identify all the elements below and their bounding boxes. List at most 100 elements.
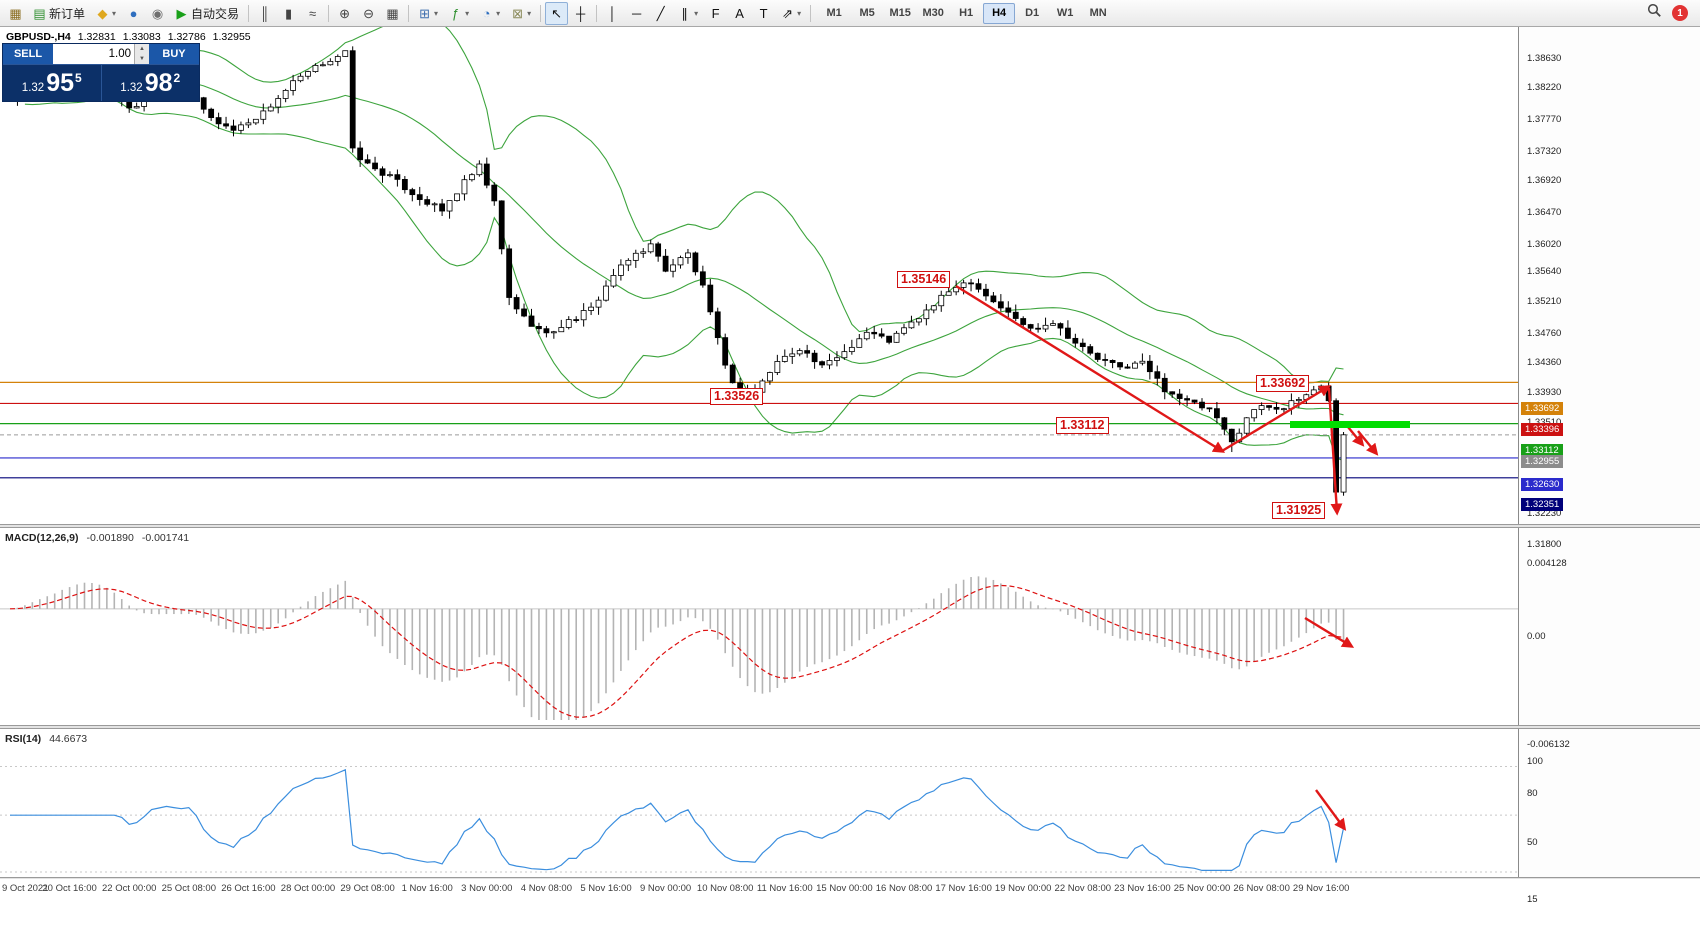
time-axis-label: 25 Oct 08:00	[161, 883, 216, 894]
volume-field[interactable]: 1.00 ▲ ▼	[53, 44, 149, 64]
rsi-axis-label: 100	[1527, 756, 1543, 767]
candle-body	[916, 318, 922, 323]
notification-badge[interactable]: 1	[1672, 5, 1688, 21]
candle-body	[692, 252, 699, 273]
time-axis-label: 22 Nov 08:00	[1054, 883, 1112, 894]
rsi-label: RSI(14) 44.6673	[5, 733, 87, 745]
candle-body	[476, 163, 483, 176]
vertical-line-button[interactable]: │	[601, 2, 624, 25]
timeframe-m15[interactable]: M15	[889, 7, 911, 19]
candle-body	[290, 80, 297, 91]
zoom-in-button[interactable]: ⊕	[333, 2, 356, 25]
rsi-panel[interactable]: RSI(14) 44.6673	[0, 729, 1518, 877]
time-axis[interactable]: 9 Oct 2021 20 Oct 16:00 22 Oct 00:00 25 Oct…	[0, 879, 1700, 945]
chart-profiles-button[interactable]: ◆ ▾	[91, 2, 121, 25]
new-chart-button[interactable]: ⊞ ▾	[413, 2, 443, 25]
new-order-button[interactable]: ▤ 新订单	[28, 2, 90, 25]
line-chart-button[interactable]: ≈	[301, 2, 324, 25]
candle-body	[506, 248, 513, 298]
timeframe-m1[interactable]: M1	[826, 7, 842, 19]
bollinger-upper-band	[24, 27, 1344, 384]
time-axis-label: 17 Nov 16:00	[935, 883, 992, 894]
zoom-out-button[interactable]: ⊖	[357, 2, 380, 25]
templates-button[interactable]: ⊠ ▾	[506, 2, 536, 25]
horizontal-line-button[interactable]: ─	[625, 2, 648, 25]
volume-value[interactable]: 1.00	[108, 48, 131, 60]
buy-price[interactable]: 1.32 98 2	[102, 65, 200, 101]
candle-body	[431, 203, 438, 206]
candle-body	[401, 178, 408, 191]
autotrading-button[interactable]: ▶ 自动交易	[170, 2, 244, 25]
timeframe-h4[interactable]: H4	[983, 2, 1016, 24]
candlestick-chart[interactable]	[0, 27, 1518, 524]
new-order-icon: ▤	[33, 5, 46, 21]
candle-body	[439, 203, 446, 212]
timeframe-h1[interactable]: H1	[959, 7, 974, 19]
candle-body	[841, 351, 848, 359]
fibonacci-button[interactable]: F	[704, 2, 727, 25]
time-axis-label: 9 Nov 00:00	[639, 883, 692, 894]
candle-body	[1124, 366, 1131, 369]
time-axis-label: 16 Nov 08:00	[875, 883, 933, 894]
candle-body	[1027, 324, 1034, 329]
data-window-button[interactable]: ◉	[146, 2, 169, 25]
sell-button[interactable]: SELL	[3, 44, 53, 64]
timeframe-m30[interactable]: M30	[922, 7, 944, 19]
periodicity-button[interactable]: ◔ ▾	[475, 2, 505, 25]
macd-axis-label: 0.00	[1527, 630, 1546, 642]
buy-price-pip: 2	[173, 70, 181, 85]
volume-up-button[interactable]: ▲	[135, 44, 149, 54]
tile-windows-icon: ▦	[386, 5, 399, 21]
label-tool-button[interactable]: T	[752, 2, 775, 25]
text-tool-button[interactable]: A	[728, 2, 751, 25]
panel-separator[interactable]	[0, 725, 1700, 729]
sell-price[interactable]: 1.32 95 5	[3, 65, 102, 101]
candle-body	[670, 264, 676, 272]
search-icon[interactable]	[1647, 3, 1662, 23]
candle-body	[141, 100, 148, 107]
candle-body	[521, 308, 527, 317]
candle-body	[677, 257, 684, 266]
candle-body	[1206, 407, 1213, 410]
candle-body	[282, 90, 289, 99]
candle-body	[528, 315, 535, 327]
price-axis-marker: 1.32630	[1521, 477, 1564, 491]
cursor-button[interactable]: ↖	[545, 1, 569, 25]
candlestick-chart-button[interactable]: ▮	[277, 2, 300, 25]
chart-profiles-icon: ◆	[97, 5, 108, 21]
panel-separator[interactable]	[0, 524, 1700, 528]
candle-body	[1079, 342, 1086, 348]
price-axis-marker: 1.33396	[1521, 423, 1564, 437]
price-chart-panel[interactable]: GBPUSD-,H4 1.32831 1.33083 1.32786 1.329…	[0, 27, 1518, 524]
sell-price-prefix: 1.32	[21, 81, 45, 94]
buy-button[interactable]: BUY	[149, 44, 199, 64]
candle-body	[685, 252, 691, 259]
timeframe-w1[interactable]: W1	[1056, 7, 1074, 19]
price-axis[interactable]: 1.38630 1.38220 1.37770 1.37320 1.36920 1.364…	[1518, 27, 1700, 905]
time-axis-label: 11 Nov 16:00	[756, 883, 813, 894]
indicators-list-button[interactable]: ƒ ▾	[444, 2, 474, 25]
crosshair-button[interactable]: ┼	[569, 2, 592, 25]
bollinger-lower-band	[24, 98, 1344, 462]
new-chart-icon: ⊞	[419, 5, 430, 21]
price-axis-label: 1.36920	[1527, 174, 1562, 186]
timeframe-m5[interactable]: M5	[859, 7, 875, 19]
timeframe-mn[interactable]: MN	[1089, 7, 1107, 19]
trendline-button[interactable]: ╱	[649, 2, 672, 25]
candle-body	[811, 352, 818, 363]
candle-body	[960, 282, 967, 288]
candle-body	[543, 328, 550, 334]
market-watch-button[interactable]: ●	[122, 2, 145, 25]
volume-down-button[interactable]: ▼	[135, 54, 149, 64]
bar-chart-button[interactable]: ║	[253, 2, 276, 25]
autotrading-icon: ▶	[176, 5, 187, 21]
candle-body	[729, 364, 736, 384]
timeframe-d1[interactable]: D1	[1025, 7, 1040, 19]
macd-panel[interactable]: MACD(12,26,9) -0.001890 -0.001741	[0, 528, 1518, 725]
tile-windows-button[interactable]: ▦	[381, 2, 404, 25]
zoom-in-icon: ⊕	[339, 5, 350, 21]
arrow-objects-button[interactable]: ⇗ ▾	[776, 2, 806, 25]
equidistant-channel-button[interactable]: ∥ ▾	[673, 2, 703, 25]
charts-toggle-button[interactable]: ▦	[4, 2, 27, 25]
dropdown-caret-icon: ▾	[465, 8, 470, 18]
